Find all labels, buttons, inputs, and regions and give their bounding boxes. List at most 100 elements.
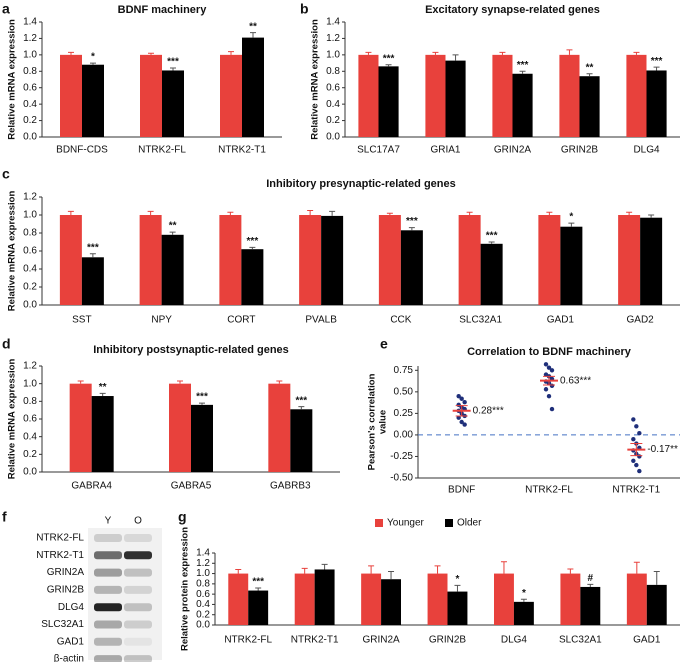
bar bbox=[162, 70, 184, 137]
significance-label: *** bbox=[87, 242, 99, 253]
error-bar bbox=[307, 210, 314, 215]
band-label: DLG4 bbox=[58, 602, 85, 613]
chart-title: Inhibitory postsynaptic-related genes bbox=[93, 344, 289, 356]
y-tick-label: 1.0 bbox=[23, 378, 37, 389]
error-bar bbox=[99, 392, 106, 397]
y-tick-label: 1.2 bbox=[196, 558, 210, 569]
y-tick-label: 0.0 bbox=[23, 132, 37, 143]
blot-band bbox=[94, 603, 122, 612]
bar bbox=[268, 383, 291, 472]
y-axis-label: Relative protein expression bbox=[180, 527, 191, 651]
blot-band bbox=[124, 568, 152, 577]
error-bar bbox=[388, 571, 395, 580]
bar bbox=[618, 215, 641, 305]
panel-letter: a bbox=[2, 1, 10, 17]
panel-letter: c bbox=[2, 166, 10, 182]
bar bbox=[140, 54, 162, 137]
significance-label: ** bbox=[169, 221, 177, 232]
bar bbox=[538, 215, 561, 305]
bar bbox=[378, 66, 399, 137]
error-bar bbox=[385, 64, 392, 67]
x-tick-label: GABRA4 bbox=[71, 481, 112, 492]
data-point bbox=[631, 417, 636, 422]
y-tick-label: 1.4 bbox=[196, 548, 210, 559]
legend-label: Older bbox=[457, 518, 482, 529]
significance-label: *** bbox=[252, 577, 264, 588]
significance-label: ** bbox=[586, 62, 594, 73]
significance-label: *** bbox=[167, 57, 179, 68]
data-point bbox=[549, 406, 555, 412]
x-tick-label: BDNF-CDS bbox=[56, 145, 108, 156]
y-tick-label: 0.25 bbox=[394, 408, 414, 419]
y-tick-label: 0.8 bbox=[23, 228, 37, 239]
legend-swatch bbox=[375, 519, 383, 527]
blot-band bbox=[124, 585, 152, 594]
data-point bbox=[459, 396, 464, 401]
x-tick-label: NTRK2-FL bbox=[138, 145, 186, 156]
bar bbox=[91, 396, 114, 472]
data-point bbox=[546, 393, 552, 399]
band-label: GAD1 bbox=[57, 636, 85, 647]
mean-label: 0.28*** bbox=[473, 405, 504, 416]
error-bar bbox=[452, 54, 459, 61]
x-tick-label: NTRK2-FL bbox=[224, 635, 272, 646]
chart-title: Excitatory synapse-related genes bbox=[425, 4, 600, 16]
bar bbox=[219, 215, 242, 305]
blot-band bbox=[94, 585, 122, 594]
x-tick-label: NTRK2-T1 bbox=[291, 635, 339, 646]
error-bar bbox=[199, 402, 205, 405]
y-tick-label: 0.00 bbox=[394, 430, 414, 441]
blot-background bbox=[88, 528, 162, 660]
error-bar bbox=[499, 51, 506, 55]
data-point bbox=[549, 368, 555, 373]
x-tick-label: SST bbox=[72, 315, 91, 326]
error-bar bbox=[235, 568, 242, 574]
x-tick-label: GRIA1 bbox=[430, 145, 460, 156]
significance-label: *** bbox=[383, 53, 395, 64]
legend-swatch bbox=[445, 519, 453, 527]
bar bbox=[81, 257, 104, 305]
error-bar bbox=[365, 51, 372, 55]
bar bbox=[161, 234, 184, 305]
error-bar bbox=[255, 587, 262, 591]
data-point bbox=[459, 419, 464, 425]
error-bar bbox=[633, 51, 640, 55]
y-tick-label: 0.0 bbox=[196, 620, 210, 631]
bar bbox=[427, 573, 448, 625]
y-tick-label: 0.0 bbox=[23, 467, 37, 478]
panel-letter: b bbox=[300, 1, 309, 17]
y-tick-label: 0.0 bbox=[23, 300, 37, 311]
y-tick-label: 0.6 bbox=[23, 414, 37, 425]
bar bbox=[248, 590, 269, 625]
x-tick-label: GAD1 bbox=[547, 315, 575, 326]
y-tick-label: 1.2 bbox=[23, 192, 37, 203]
error-bar bbox=[249, 246, 256, 250]
y-tick-label: 0.4 bbox=[23, 264, 37, 275]
significance-label: *** bbox=[196, 392, 208, 403]
band-label: GRIN2A bbox=[47, 567, 85, 578]
bar bbox=[220, 54, 242, 137]
error-bar bbox=[68, 51, 74, 55]
y-tick-label: 0.75 bbox=[394, 365, 414, 376]
significance-label: *** bbox=[517, 60, 529, 71]
chart-title: BDNF machinery bbox=[118, 4, 208, 16]
data-point bbox=[543, 387, 549, 392]
error-bar bbox=[276, 380, 283, 384]
y-tick-label: 0.6 bbox=[23, 82, 37, 93]
significance-label: # bbox=[588, 573, 594, 584]
error-bar bbox=[147, 210, 154, 215]
x-tick-label: NTRK2-FL bbox=[525, 485, 573, 496]
bar bbox=[358, 54, 379, 137]
x-tick-label: SLC17A7 bbox=[357, 145, 400, 156]
error-bar bbox=[329, 210, 336, 216]
x-tick-label: GABRB3 bbox=[270, 481, 311, 492]
blot-band bbox=[94, 534, 122, 542]
y-tick-label: 0.2 bbox=[23, 282, 37, 293]
error-bar bbox=[77, 380, 84, 384]
blot-band bbox=[94, 655, 122, 664]
data-point bbox=[462, 422, 467, 427]
error-bar bbox=[466, 211, 473, 215]
y-tick-label: 0.6 bbox=[326, 82, 340, 93]
blot-band bbox=[124, 620, 152, 629]
bar bbox=[445, 60, 466, 137]
